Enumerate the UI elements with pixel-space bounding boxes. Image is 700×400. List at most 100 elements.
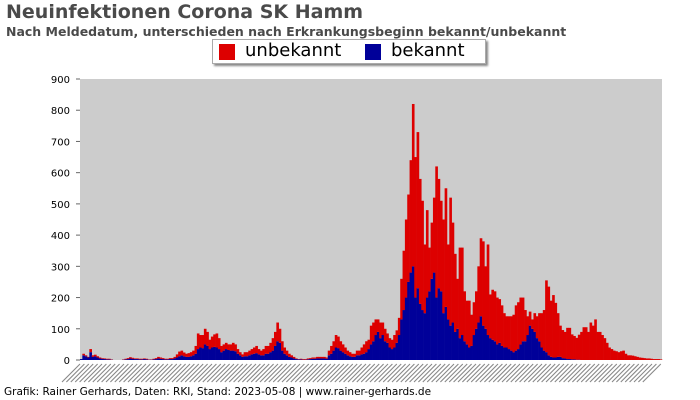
- x-tick-label: [422, 363, 442, 383]
- bar-bekannt: [388, 347, 392, 360]
- x-tick-label: [642, 363, 662, 383]
- x-tick-label: [110, 363, 129, 383]
- bar-unbekannt: [482, 241, 485, 326]
- bar-unbekannt: [351, 353, 354, 357]
- x-tick-label: [532, 363, 552, 383]
- bar-bekannt: [276, 341, 279, 360]
- bar-bekannt: [323, 358, 326, 360]
- bar-bekannt: [397, 335, 401, 360]
- bar-bekannt: [227, 350, 230, 360]
- x-tick-label: [123, 363, 142, 383]
- bar-bekannt: [206, 345, 209, 360]
- x-tick-label: [352, 363, 371, 383]
- bar-bekannt: [105, 359, 109, 360]
- x-tick-label: [321, 363, 340, 383]
- y-tick-label: 0: [64, 356, 70, 367]
- bar-unbekannt: [126, 358, 130, 360]
- bar-bekannt: [175, 357, 179, 360]
- x-tick-label: [523, 363, 543, 383]
- bar-unbekannt: [362, 344, 366, 354]
- bar-bekannt: [372, 341, 375, 360]
- bar-bekannt: [208, 349, 212, 360]
- bar-unbekannt: [91, 355, 95, 357]
- bar-unbekannt: [136, 358, 139, 360]
- bar-bekannt: [376, 331, 380, 360]
- bar-bekannt: [400, 319, 403, 360]
- bar-bekannt: [210, 347, 214, 360]
- bar-unbekannt: [161, 358, 165, 360]
- bar-bekannt: [259, 355, 263, 360]
- x-tick-label: [224, 363, 244, 383]
- x-tick-label: [374, 363, 393, 383]
- bar-bekannt: [290, 357, 293, 360]
- bar-bekannt: [528, 325, 532, 360]
- bar-unbekannt: [311, 357, 315, 359]
- x-tick-label: [510, 363, 530, 383]
- bar-bekannt: [252, 353, 256, 360]
- bar-bekannt: [358, 355, 361, 360]
- bar-unbekannt: [379, 322, 382, 339]
- bar-unbekannt: [295, 358, 298, 360]
- x-tick-label: [246, 363, 266, 383]
- bar-bekannt: [484, 328, 487, 360]
- bar-unbekannt: [196, 333, 200, 350]
- x-tick-label: [268, 363, 288, 383]
- bar-bekannt: [231, 350, 235, 360]
- x-tick-label: [96, 363, 116, 383]
- bar-unbekannt: [288, 353, 291, 357]
- bar-bekannt: [281, 350, 284, 360]
- bar-unbekannt: [348, 352, 352, 357]
- bar-unbekannt: [274, 331, 277, 346]
- x-tick-label: [312, 363, 332, 383]
- bar-bekannt: [386, 342, 389, 360]
- bar-bekannt: [91, 356, 95, 360]
- bar-bekannt: [313, 358, 317, 360]
- bar-unbekannt: [374, 319, 378, 336]
- bar-bekannt: [512, 352, 516, 360]
- bar-unbekannt: [654, 359, 658, 360]
- x-tick-label: [233, 363, 252, 383]
- x-tick-label: [541, 363, 560, 383]
- bar-bekannt: [316, 358, 319, 360]
- bar-unbekannt: [152, 358, 156, 360]
- chart-footer: Grafik: Rainer Gerhards, Daten: RKI, Sta…: [4, 386, 432, 398]
- x-tick-label: [250, 363, 270, 383]
- bar-bekannt: [453, 331, 457, 360]
- bar-unbekannt: [659, 359, 663, 360]
- bar-unbekannt: [512, 314, 516, 353]
- bar-unbekannt: [138, 358, 142, 360]
- x-tick-label: [611, 363, 631, 383]
- x-tick-label: [598, 363, 618, 383]
- bar-bekannt: [185, 356, 188, 360]
- bar-bekannt: [241, 356, 244, 360]
- bar-unbekannt: [575, 337, 579, 360]
- bar-unbekannt: [425, 210, 429, 298]
- bar-unbekannt: [124, 358, 128, 360]
- bar-unbekannt: [407, 194, 410, 282]
- bar-unbekannt: [266, 345, 270, 354]
- bar-bekannt: [507, 349, 511, 360]
- bar-bekannt: [411, 266, 415, 360]
- x-tick-label: [158, 363, 178, 383]
- x-tick-label: [290, 363, 310, 383]
- x-tick-label: [88, 363, 107, 383]
- bar-unbekannt: [538, 313, 541, 342]
- bar-unbekannt: [98, 357, 102, 359]
- bar-unbekannt: [652, 359, 656, 360]
- bar-unbekannt: [439, 200, 443, 292]
- bar-bekannt: [168, 359, 172, 360]
- bar-unbekannt: [166, 358, 170, 360]
- bar-unbekannt: [531, 319, 534, 329]
- x-tick-label: [83, 363, 103, 383]
- bar-unbekannt: [582, 327, 586, 360]
- bar-unbekannt: [486, 244, 490, 336]
- bar-bekannt: [458, 338, 462, 360]
- bar-bekannt: [353, 356, 357, 360]
- bar-unbekannt: [355, 350, 359, 356]
- bar-bekannt: [423, 313, 427, 360]
- bar-bekannt: [266, 353, 270, 360]
- bar-bekannt: [274, 345, 277, 360]
- bar-unbekannt: [330, 345, 333, 354]
- bar-unbekannt: [393, 335, 396, 348]
- bar-bekannt: [559, 356, 562, 360]
